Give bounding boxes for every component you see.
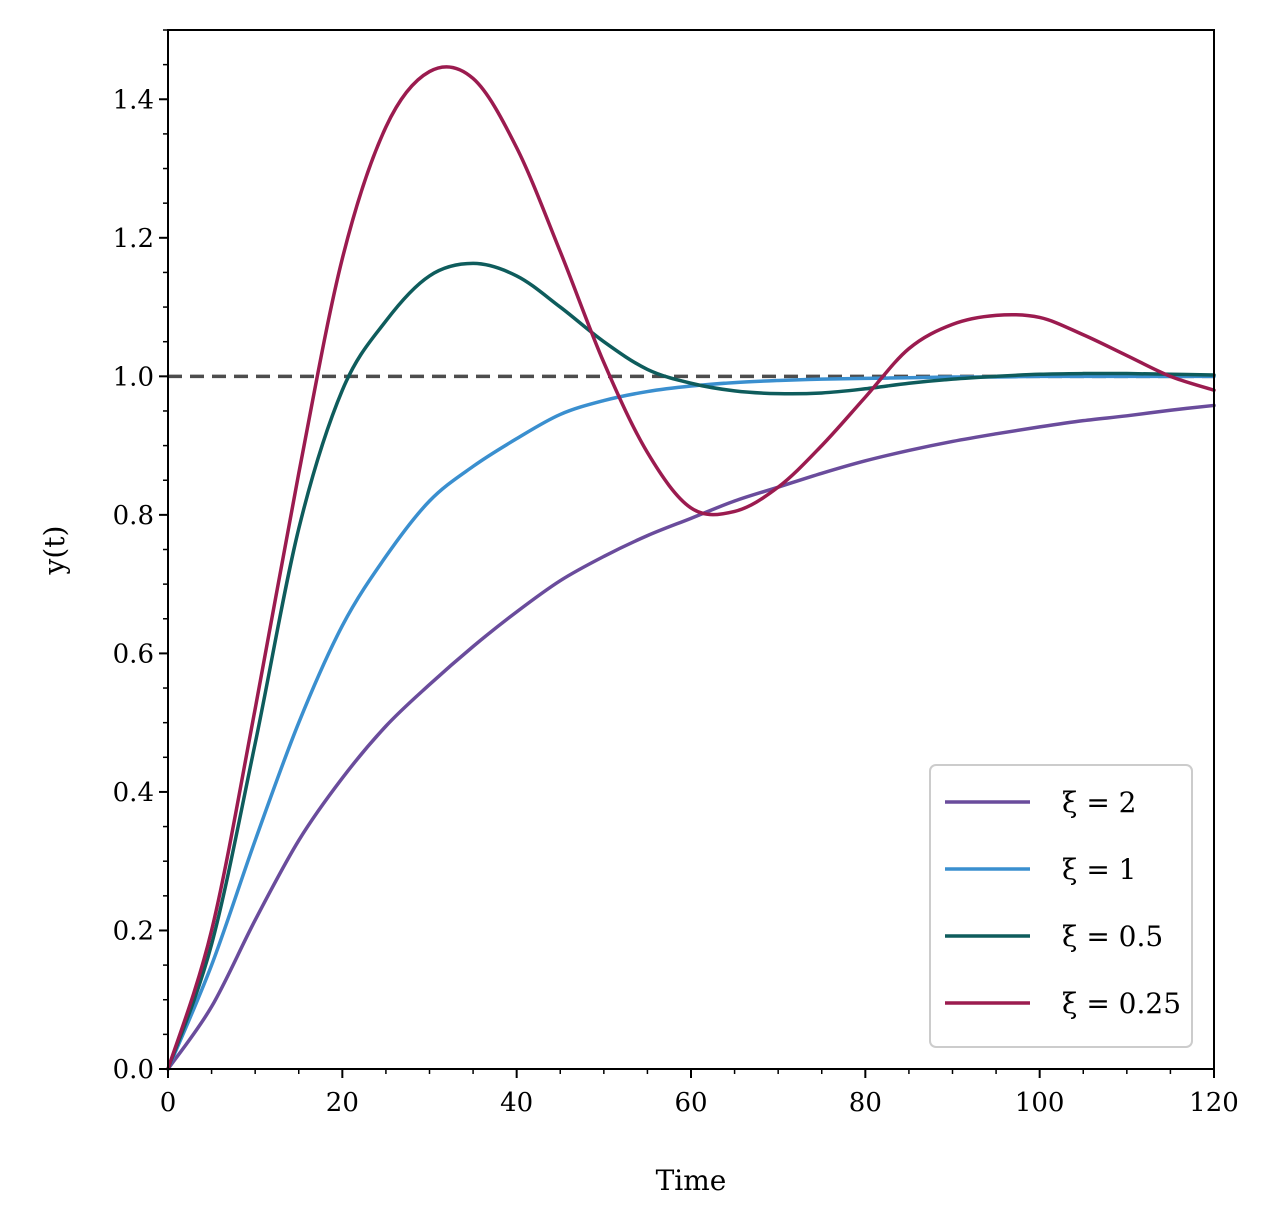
- y-tick-label: 0.6: [113, 639, 154, 669]
- legend: ξ = 2 ξ = 1 ξ = 0.5 ξ = 0.25: [929, 764, 1193, 1048]
- y-tick-label: 0.4: [113, 778, 154, 808]
- x-tick-label: 100: [1015, 1088, 1065, 1118]
- legend-label-0: ξ = 2: [1062, 786, 1137, 819]
- y-tick-label: 1.2: [113, 224, 154, 254]
- legend-label-1: ξ = 1: [1062, 853, 1137, 886]
- series-line-3: [166, 65, 1216, 1071]
- series-line-2: [166, 261, 1216, 1071]
- legend-box: [929, 764, 1193, 1048]
- y-tick-label: 0.2: [113, 916, 154, 946]
- series-group: [166, 65, 1216, 1071]
- legend-label-3: ξ = 0.25: [1062, 987, 1181, 1020]
- legend-label-2: ξ = 0.5: [1062, 920, 1163, 953]
- x-axis-label: Time: [656, 1164, 727, 1197]
- y-tick-label: 0.8: [113, 501, 154, 531]
- x-tick-label: 60: [674, 1088, 707, 1118]
- x-tick-label: 20: [326, 1088, 359, 1118]
- x-tick-label: 80: [849, 1088, 882, 1118]
- series-line-1: [166, 374, 1216, 1071]
- x-axis-ticks: 0 20 40 60 80 100 120: [160, 1069, 1239, 1118]
- y-tick-label: 0.0: [113, 1055, 154, 1085]
- y-tick-label: 1.4: [113, 85, 154, 115]
- x-tick-label: 0: [160, 1088, 177, 1118]
- y-axis-ticks: 0.0 0.2 0.4 0.6 0.8 1.0 1.2 1.4: [113, 29, 168, 1085]
- x-tick-label: 40: [500, 1088, 533, 1118]
- y-axis-label: y(t): [38, 526, 71, 576]
- y-tick-label: 1.0: [113, 362, 154, 392]
- series-line-0: [166, 403, 1216, 1071]
- x-tick-label: 120: [1189, 1088, 1239, 1118]
